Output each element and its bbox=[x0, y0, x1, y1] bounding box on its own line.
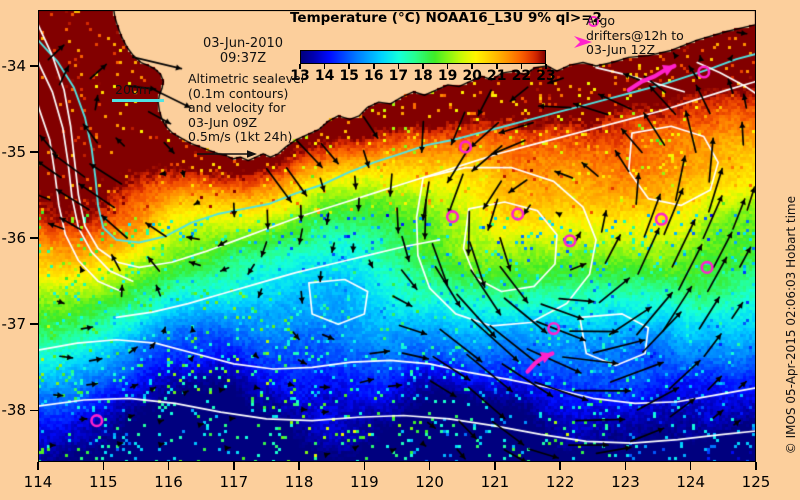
description-line-4: 03-Jun 09Z bbox=[188, 114, 258, 130]
longitude-tick-label: 121 bbox=[480, 473, 510, 491]
argo-legend-line-2: drifters@12h to bbox=[586, 27, 684, 43]
latitude-tick-label: -37 bbox=[1, 315, 27, 334]
colorbar-tick-label: 22 bbox=[511, 68, 532, 84]
longitude-tick-label: 118 bbox=[284, 473, 314, 491]
argo-float-marker-icon bbox=[588, 16, 599, 27]
timestamp-date: 03-Jun-2010 bbox=[202, 36, 284, 51]
latitude-tick bbox=[30, 65, 38, 67]
longitude-tick bbox=[363, 462, 366, 470]
colorbar-tick-label: 16 bbox=[364, 68, 384, 84]
velocity-scale-arrow-icon bbox=[197, 150, 257, 158]
colorbar-tick bbox=[397, 64, 400, 69]
longitude-tick bbox=[167, 462, 170, 470]
colorbar-tick bbox=[471, 64, 473, 69]
latitude-tick-label: -34 bbox=[1, 56, 27, 75]
colorbar-tick bbox=[446, 64, 449, 69]
bathymetry-contour-swatch bbox=[112, 99, 164, 102]
colorbar-tick-label: 17 bbox=[388, 68, 409, 84]
description-line-5: 0.5m/s (1kt 24h) bbox=[188, 129, 293, 144]
colorbar-tick-label: 13 bbox=[290, 68, 310, 84]
colorbar-tick-label: 18 bbox=[413, 68, 433, 84]
longitude-tick-label: 115 bbox=[88, 473, 118, 491]
colorbar-tick bbox=[373, 64, 375, 69]
longitude-tick bbox=[298, 462, 300, 470]
latitude-tick-label: -36 bbox=[1, 229, 27, 248]
argo-legend: Argo drifters@12h to 03-Jun 12Z bbox=[586, 13, 684, 58]
longitude-tick-label: 120 bbox=[415, 473, 444, 491]
colorbar-tick bbox=[422, 64, 424, 69]
map-plot-area[interactable] bbox=[38, 10, 756, 462]
colorbar-title: Temperature (°C) NOAA16_L3U 9% ql>=2 bbox=[290, 10, 602, 26]
longitude-tick-label: 114 bbox=[23, 473, 53, 491]
credit-text-container: © IMOS 05-Apr-2015 02:06:03 Hobart time bbox=[784, 196, 798, 458]
latitude-tick bbox=[30, 237, 38, 239]
latitude-tick bbox=[30, 151, 38, 153]
longitude-tick bbox=[624, 462, 627, 470]
longitude-tick-label: 123 bbox=[611, 473, 640, 491]
description-line-3: and velocity for bbox=[188, 100, 286, 115]
colorbar-tick-label: 14 bbox=[314, 68, 335, 84]
contour-vector-overlay-layer bbox=[38, 10, 756, 462]
longitude-tick-label: 124 bbox=[676, 473, 706, 491]
argo-legend-line-1: Argo bbox=[586, 13, 616, 28]
timestamp-time: 09:37Z bbox=[219, 51, 267, 66]
latitude-tick bbox=[30, 409, 38, 412]
longitude-tick bbox=[102, 462, 105, 470]
drifter-arrow-icon bbox=[574, 36, 592, 48]
longitude-tick bbox=[37, 462, 39, 470]
colorbar-tick bbox=[323, 64, 326, 69]
argo-legend-line-3: 03-Jun 12Z bbox=[586, 42, 656, 57]
colorbar-gradient bbox=[300, 50, 546, 64]
colorbar-tick bbox=[299, 64, 301, 69]
colorbar-tick-label: 20 bbox=[462, 68, 482, 84]
description-line-1: Altimetric sealevel bbox=[188, 71, 305, 86]
longitude-tick-label: 125 bbox=[741, 473, 771, 491]
colorbar-tick-labels: 13 14 15 16 17 18 19 20 21 22 23 bbox=[290, 68, 555, 86]
colorbar-ticks bbox=[299, 64, 547, 69]
longitude-tick bbox=[559, 462, 561, 470]
longitude-tick-label: 119 bbox=[350, 473, 379, 491]
description-line-2: (0.1m contours) bbox=[188, 85, 289, 101]
bathymetry-contour-label: 200m bbox=[115, 82, 152, 97]
longitude-tick bbox=[755, 462, 757, 470]
longitude-tick-label: 116 bbox=[154, 473, 183, 491]
longitude-tick bbox=[233, 462, 235, 470]
colorbar-tick bbox=[545, 64, 547, 69]
latitude-tick bbox=[30, 323, 38, 325]
longitude-tick-label: 122 bbox=[545, 473, 575, 491]
colorbar-tick-label: 15 bbox=[339, 68, 359, 84]
colorbar-tick-label: 19 bbox=[437, 68, 458, 84]
timestamp-annotation: 03-Jun-2010 09:37Z bbox=[178, 36, 308, 66]
longitude-tick bbox=[689, 462, 692, 470]
latitude-tick-label: -35 bbox=[1, 143, 27, 162]
colorbar-tick bbox=[520, 64, 523, 69]
colorbar-tick bbox=[348, 64, 350, 69]
colorbar-tick-label: 23 bbox=[536, 68, 556, 84]
longitude-tick bbox=[494, 462, 496, 470]
description-annotation: Altimetric sealevel (0.1m contours) and … bbox=[188, 71, 305, 145]
colorbar-tick bbox=[496, 64, 498, 69]
colorbar-tick-label: 21 bbox=[487, 68, 507, 84]
longitude-tick bbox=[428, 462, 431, 470]
latitude-tick-label: -38 bbox=[1, 401, 27, 420]
credit-text: © IMOS 05-Apr-2015 02:06:03 Hobart time bbox=[784, 196, 798, 455]
longitude-tick-label: 117 bbox=[219, 473, 249, 491]
